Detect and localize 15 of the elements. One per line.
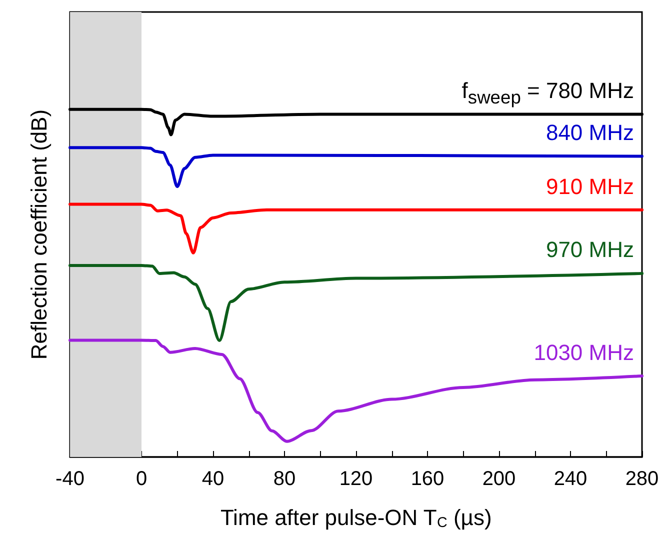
x-tick-label: 0 [136,468,148,490]
x-tick-label: 40 [202,468,224,490]
x-tick-label: 120 [339,468,373,490]
x-tick-label: 160 [410,468,444,490]
x-tick-label: 240 [554,468,588,490]
x-tick-label: 280 [625,468,659,490]
series-label: 840 MHz [546,120,634,146]
x-tick-label: 200 [482,468,516,490]
series-label: 1030 MHz [534,340,634,365]
x-tick-label: 80 [273,468,296,490]
series-label: 910 MHz [546,174,634,199]
series-label: f$_{sweep}$ = 780 MHz [462,78,634,108]
series-label: 970 MHz [546,237,634,262]
x-tick-label: -40 [56,468,84,490]
y-axis-title: Reflection coefficient (dB) [26,109,52,360]
